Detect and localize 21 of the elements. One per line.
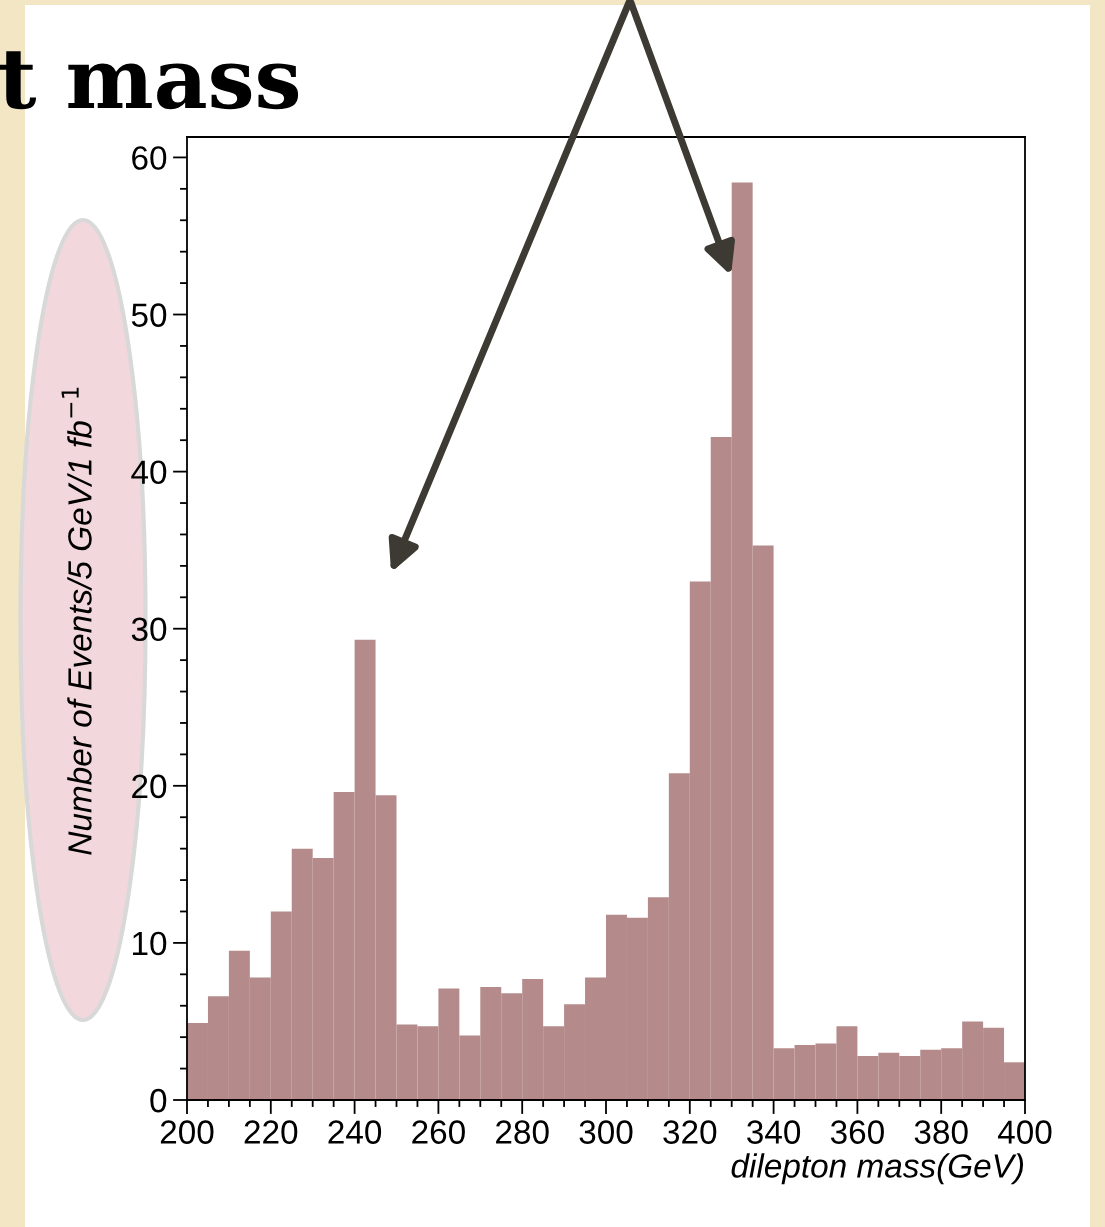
y-tick-label: 0 [150,1088,167,1113]
chart-title: t mass [0,51,299,110]
x-tick-label: 320 [663,1120,717,1144]
x-tick-label: 360 [830,1120,884,1144]
x-tick-label: 400 [997,1120,1052,1144]
x-tick-label: 240 [328,1120,382,1144]
x-tick-label: 340 [747,1120,801,1144]
y-tick-label: 40 [131,460,167,485]
x-tick-label: 260 [412,1120,465,1144]
y-tick-label: 30 [131,617,167,642]
x-tick-label: 380 [914,1120,968,1144]
x-tick-label: 220 [244,1120,298,1144]
y-tick-label: 50 [131,303,167,327]
y-tick-label: 10 [133,931,167,956]
y-tick-label: 60 [132,146,167,170]
x-tick-label: 200 [160,1120,214,1144]
y-axis-title: Number of Events/5 GeV/1 fb$^{−1}$ [61,387,92,855]
x-axis-title: dilepton mass(GeV) [731,1153,1024,1185]
x-tick-label: 280 [496,1120,549,1144]
y-tick-label: 20 [132,774,167,799]
x-tick-label: 300 [579,1120,633,1144]
